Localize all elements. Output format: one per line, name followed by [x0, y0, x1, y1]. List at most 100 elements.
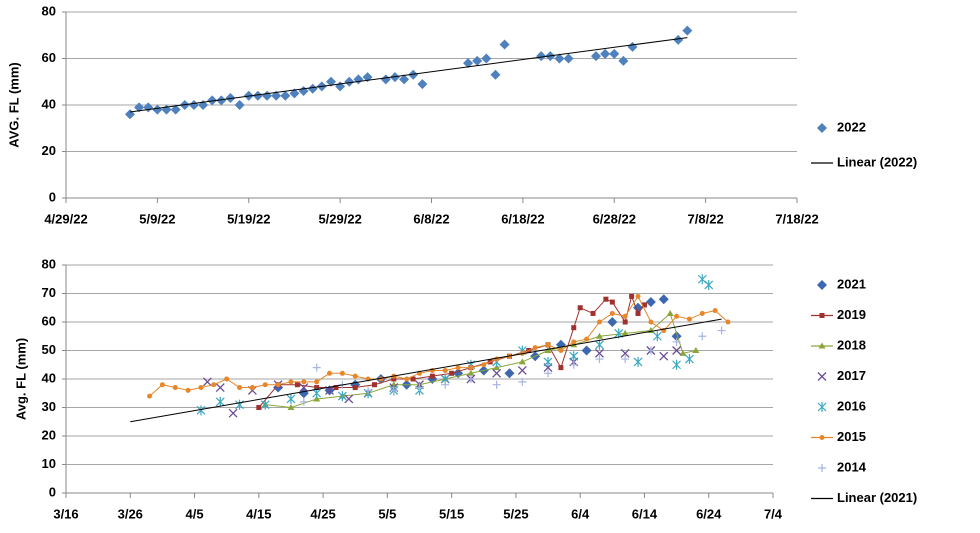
marker-diamond	[134, 102, 145, 113]
marker-asterisk	[697, 274, 707, 285]
marker-diamond	[252, 90, 263, 101]
marker-diamond	[536, 51, 547, 62]
marker-square	[372, 382, 378, 388]
marker-square	[449, 370, 455, 376]
marker-diamond	[280, 90, 291, 101]
marker-square	[590, 310, 596, 316]
marker-diamond	[344, 76, 355, 87]
marker-diamond	[600, 48, 611, 59]
marker-square	[352, 385, 358, 391]
marker-plus	[569, 360, 578, 369]
marker-triangle	[692, 347, 700, 353]
marker-diamond	[325, 76, 336, 87]
legend-marker	[817, 280, 827, 290]
x-tick-label: 3/26	[118, 506, 143, 521]
marker-x	[659, 351, 669, 361]
marker-square	[622, 319, 628, 325]
marker-asterisk	[337, 391, 347, 402]
marker-circle	[494, 356, 500, 362]
marker-circle	[712, 308, 718, 314]
y-tick-label: 80	[42, 3, 56, 18]
marker-plus	[299, 397, 308, 406]
marker-circle	[301, 379, 307, 385]
marker-circle	[725, 319, 731, 325]
marker-diamond	[207, 95, 218, 106]
marker-circle	[558, 348, 564, 353]
x-tick-label: 5/29/22	[318, 211, 361, 226]
y-tick-label: 30	[42, 399, 56, 414]
marker-diamond	[590, 51, 601, 62]
marker-plus	[518, 377, 527, 386]
marker-diamond	[170, 104, 181, 115]
marker-x	[299, 383, 309, 393]
marker-circle	[609, 310, 615, 316]
marker-circle	[635, 293, 641, 299]
legend-label: 2016	[837, 398, 866, 413]
marker-diamond	[335, 81, 346, 92]
marker-diamond	[609, 48, 620, 59]
marker-triangle	[518, 358, 526, 365]
marker-diamond	[234, 100, 245, 110]
marker-circle	[404, 376, 410, 382]
y-tick-label: 40	[42, 370, 56, 385]
marker-circle	[455, 365, 461, 371]
marker-circle	[211, 382, 217, 388]
marker-square	[256, 405, 262, 410]
marker-circle	[339, 370, 345, 376]
y-tick-label: 10	[42, 456, 56, 471]
marker-diamond	[645, 297, 656, 308]
marker-triangle	[493, 364, 501, 371]
x-tick-label: 4/29/22	[44, 211, 87, 226]
y-tick-label: 80	[42, 256, 56, 271]
marker-triangle	[621, 329, 629, 336]
marker-circle	[699, 310, 705, 316]
marker-plus	[621, 355, 630, 364]
marker-diamond	[563, 53, 574, 64]
marker-asterisk	[196, 405, 206, 416]
marker-triangle	[595, 332, 603, 339]
y-tick-label: 0	[49, 484, 56, 499]
legend-label: 2022	[837, 119, 866, 134]
marker-diamond	[682, 25, 693, 36]
marker-triangle	[679, 349, 687, 356]
marker-circle	[185, 387, 191, 393]
marker-x	[202, 377, 212, 387]
marker-plus	[466, 375, 475, 383]
marker-asterisk	[286, 393, 296, 404]
marker-asterisk	[672, 359, 682, 370]
marker-plus	[698, 332, 707, 341]
x-tick-label: 5/9/22	[139, 211, 175, 226]
marker-asterisk	[685, 354, 694, 365]
legend-label: Linear (2021)	[837, 490, 917, 505]
marker-plus	[595, 355, 604, 364]
x-tick-label: 5/19/22	[227, 211, 270, 226]
y-tick-label: 20	[42, 143, 56, 158]
marker-diamond	[554, 53, 565, 64]
marker-circle	[224, 376, 230, 382]
marker-asterisk	[260, 399, 270, 410]
marker-diamond	[225, 93, 236, 104]
marker-triangle	[467, 369, 475, 376]
x-tick-label: 4/15	[246, 506, 271, 521]
y-tick-label: 70	[42, 285, 56, 300]
x-tick-label: 7/4	[764, 506, 783, 521]
marker-diamond	[481, 53, 492, 64]
marker-square	[635, 310, 641, 316]
marker-circle	[249, 385, 255, 391]
x-tick-label: 7/18/22	[775, 211, 818, 226]
marker-plus	[441, 380, 450, 389]
marker-triangle	[287, 404, 295, 410]
marker-diamond	[490, 69, 501, 80]
marker-triangle	[544, 347, 552, 353]
marker-diamond	[408, 69, 419, 80]
marker-square	[609, 299, 615, 305]
marker-plus	[717, 326, 726, 335]
marker-square	[571, 325, 577, 331]
series-line	[149, 295, 729, 397]
marker-square	[391, 376, 397, 382]
marker-x	[517, 365, 527, 375]
marker-circle	[275, 382, 281, 388]
marker-diamond	[399, 74, 410, 85]
marker-circle	[686, 316, 692, 322]
